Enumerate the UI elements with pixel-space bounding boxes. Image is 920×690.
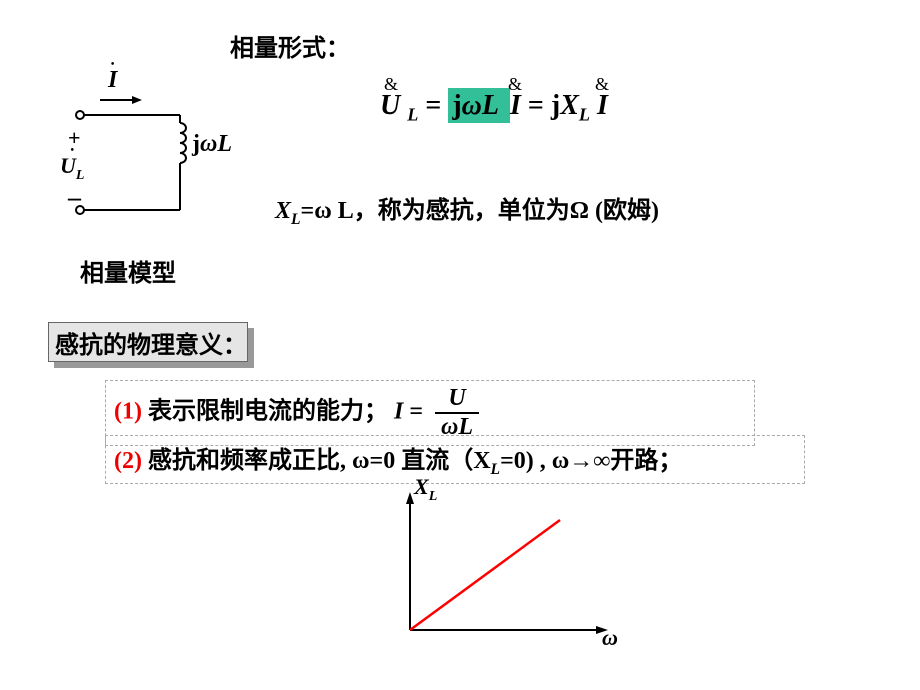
phasor-form-title: 相量形式： [230,28,350,63]
phasor-equation: U& L = jωL I& = jXL I& [380,90,608,126]
label-jwl: jωL [192,131,232,158]
reactance-definition: XL=ω L，称为感抗，单位为Ω (欧姆) [275,190,659,229]
sub-L2: L [579,105,590,125]
X: X [560,90,579,121]
sub: L [491,461,501,478]
def-text: =ω L，称为感抗，单位为Ω (欧姆) [301,198,659,224]
section-text: 感抗的物理意义： [48,322,248,362]
sub: L [291,211,301,228]
terminal-minus: – [68,183,81,213]
point-2: (2) 感抗和频率成正比, ω=0 直流（XL=0) , ω→∞开路； [105,435,805,484]
j2: j [551,90,560,121]
equals: = [425,90,448,121]
omega: ω [462,90,482,121]
point-2-text2: =0) , ω→∞开路； [500,448,682,474]
label-I: • I [108,63,117,94]
amp-mark: & [595,74,609,95]
label-UL: • UL [60,149,84,184]
y-axis-label: XL [414,474,437,505]
model-label: 相量模型 [80,253,176,288]
highlight-jwl: jωL [448,88,510,123]
point-1-text: 表示限制电流的能力； [142,399,388,425]
amp-mark: & [384,74,398,95]
X: X [275,198,291,224]
amp-mark: & [508,74,522,95]
x-axis-label: ω [602,625,618,652]
fraction: U ωL [435,385,479,441]
numerator: U [435,385,479,414]
phasor-circuit-diagram: • I + • UL – jωL [60,65,240,240]
point-2-num: (2) [114,448,142,474]
var-I: I [394,399,403,425]
reactance-graph: XL ω [370,480,640,660]
eq: = [403,399,429,425]
L: L [482,90,499,121]
sub-L: L [407,105,418,125]
point-1-num: (1) [114,399,142,425]
point-2-text: 感抗和频率成正比, ω=0 直流（X [142,448,491,474]
j: j [452,90,461,121]
equals2: = [528,90,551,121]
